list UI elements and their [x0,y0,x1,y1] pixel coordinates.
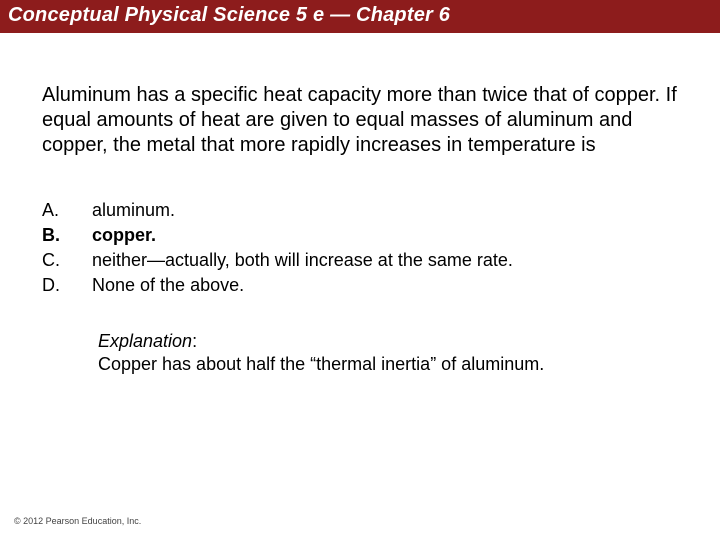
choice-row: B. copper. [42,225,513,250]
copyright: © 2012 Pearson Education, Inc. [14,516,141,526]
explanation-colon: : [192,331,197,351]
choice-row: C. neither—actually, both will increase … [42,250,513,275]
choice-text: neither—actually, both will increase at … [92,250,513,275]
question-text: Aluminum has a specific heat capacity mo… [42,83,678,158]
header-title: Conceptual Physical Science 5 e — Chapte… [8,4,712,27]
choice-text: None of the above. [92,275,513,300]
choice-list: A. aluminum. B. copper. C. neither—actua… [42,200,513,300]
choice-text: copper. [92,225,513,250]
explanation-block: Explanation: Copper has about half the “… [98,330,678,375]
explanation-label: Explanation [98,331,192,351]
choice-row: A. aluminum. [42,200,513,225]
slide-content: Aluminum has a specific heat capacity mo… [0,33,720,375]
choice-label: D. [42,275,92,300]
choice-text: aluminum. [92,200,513,225]
choice-label: A. [42,200,92,225]
explanation-text: Copper has about half the “thermal inert… [98,354,544,374]
choice-row: D. None of the above. [42,275,513,300]
choice-label: B. [42,225,92,250]
header-bar: Conceptual Physical Science 5 e — Chapte… [0,0,720,33]
choice-label: C. [42,250,92,275]
